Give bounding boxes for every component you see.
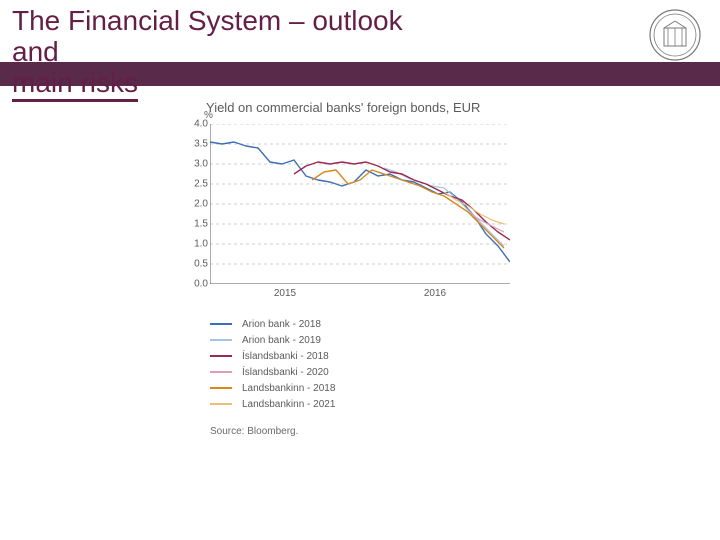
x-tick-label: 2016 <box>424 288 446 299</box>
legend-swatch <box>210 403 232 405</box>
legend-item: Landsbankinn - 2021 <box>210 396 526 412</box>
chart-svg <box>210 124 510 284</box>
legend-label: Íslandsbanki - 2018 <box>242 351 329 362</box>
legend-item: Arion bank - 2019 <box>210 332 526 348</box>
chart-container: Yield on commercial banks' foreign bonds… <box>206 100 526 437</box>
y-tick-label: 0.5 <box>188 259 208 270</box>
y-tick-label: 2.0 <box>188 199 208 210</box>
legend-item: Íslandsbanki - 2018 <box>210 348 526 364</box>
title-line-1: The Financial System – outlook and <box>12 5 403 67</box>
chart-legend: Arion bank - 2018 Arion bank - 2019 Ísland… <box>210 316 526 412</box>
x-tick-label: 2015 <box>274 288 296 299</box>
legend-swatch <box>210 371 232 373</box>
chart-title: Yield on commercial banks' foreign bonds… <box>206 100 526 116</box>
y-tick-label: 3.5 <box>188 139 208 150</box>
legend-label: Íslandsbanki - 2020 <box>242 367 329 378</box>
page-title: The Financial System – outlook and main … <box>12 6 432 98</box>
legend-label: Arion bank - 2019 <box>242 335 321 346</box>
legend-label: Arion bank - 2018 <box>242 319 321 330</box>
legend-swatch <box>210 339 232 341</box>
chart-source: Source: Bloomberg. <box>210 426 526 437</box>
y-tick-label: 2.5 <box>188 179 208 190</box>
y-tick-label: 0.0 <box>188 279 208 290</box>
legend-item: Arion bank - 2018 <box>210 316 526 332</box>
chart-plot-area: % 0.00.51.01.52.02.53.03.54.020152016 <box>210 124 510 284</box>
legend-swatch <box>210 387 232 389</box>
y-tick-label: 4.0 <box>188 119 208 130</box>
institution-logo <box>648 8 702 62</box>
legend-item: Landsbankinn - 2018 <box>210 380 526 396</box>
y-tick-label: 1.0 <box>188 239 208 250</box>
title-line-2: main risks <box>12 67 138 102</box>
legend-swatch <box>210 323 232 325</box>
series-line <box>312 170 504 248</box>
y-tick-label: 3.0 <box>188 159 208 170</box>
legend-item: Íslandsbanki - 2020 <box>210 364 526 380</box>
series-line <box>294 162 510 240</box>
legend-label: Landsbankinn - 2021 <box>242 399 335 410</box>
legend-label: Landsbankinn - 2018 <box>242 383 335 394</box>
legend-swatch <box>210 355 232 357</box>
y-tick-label: 1.5 <box>188 219 208 230</box>
